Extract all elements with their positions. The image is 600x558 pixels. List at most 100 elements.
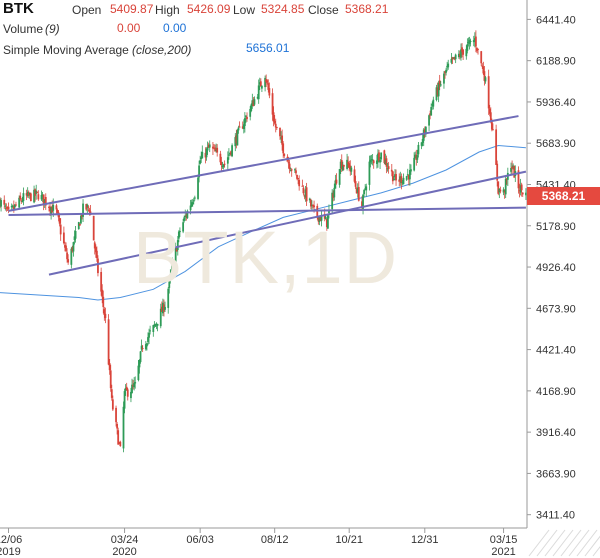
candle-body (73, 236, 76, 241)
candle-body (154, 324, 157, 327)
x-tick-year-label: 2020 (112, 546, 136, 558)
candle-body (193, 197, 196, 199)
candle-body (201, 151, 204, 159)
candle-body (332, 193, 335, 198)
candle-body (266, 80, 269, 83)
candle-body (348, 163, 351, 168)
candle-body (35, 190, 38, 194)
candle-body (198, 165, 200, 178)
candle-body (141, 348, 144, 350)
axis-corner-hatch (592, 546, 600, 557)
candle-body (438, 80, 441, 85)
candle-body (304, 189, 307, 198)
candle-body (399, 176, 402, 181)
sma-label[interactable]: Simple Moving Average (3, 43, 129, 57)
candle-body (482, 66, 485, 74)
candle-body (55, 205, 58, 210)
candle-body (21, 200, 24, 202)
candle-body (340, 160, 343, 170)
candle-body (51, 206, 54, 213)
candle-body (391, 171, 394, 182)
axis-corner-hatch (576, 529, 598, 557)
candle-body (484, 77, 487, 82)
candle-body (520, 184, 523, 191)
candle-body (95, 250, 98, 259)
low-label: Low (233, 3, 256, 17)
sma-param: (close,200) (132, 43, 192, 57)
candle-body (333, 187, 336, 198)
candle-body (170, 270, 173, 276)
candle-body (74, 230, 77, 239)
candle-body (152, 325, 155, 332)
symbol-title[interactable]: BTK (3, 0, 34, 17)
y-tick-label: 4168.90 (536, 386, 576, 398)
candle-body (223, 163, 226, 165)
candle-body (58, 218, 61, 224)
candle-body (308, 198, 311, 201)
candle-body (519, 185, 522, 193)
candle-body (319, 216, 322, 222)
candle-body (490, 120, 493, 130)
sma-line (0, 144, 526, 301)
candle-body (385, 158, 388, 167)
candle-body (148, 332, 150, 338)
candle-body (357, 187, 360, 201)
candle-body (246, 116, 248, 120)
candle-body (25, 193, 28, 196)
candle-body (423, 129, 426, 134)
candle-body (103, 309, 106, 316)
candle-body (395, 174, 397, 181)
y-tick-label: 4926.40 (536, 262, 576, 274)
y-tick-label: 3663.90 (536, 468, 576, 480)
candle-body (207, 144, 210, 148)
candle-body (264, 77, 266, 88)
y-tick-label: 3411.40 (536, 510, 575, 522)
candle-body (85, 203, 88, 210)
candle-body (241, 126, 244, 129)
candle-body (467, 42, 470, 44)
candle-body (469, 40, 472, 42)
candle-body (230, 151, 232, 155)
x-tick-label: 08/12 (261, 534, 289, 546)
x-tick-year-label: 2019 (0, 546, 21, 558)
candle-body (146, 343, 148, 347)
candle-body (164, 306, 166, 310)
candle-body (492, 129, 494, 131)
candle-body (44, 197, 47, 206)
candle-body (82, 203, 84, 217)
candle-body (468, 40, 471, 44)
candle-body (371, 159, 374, 161)
candle-body (400, 176, 403, 184)
candle-body (328, 210, 330, 214)
candle-body (104, 313, 107, 319)
candle-body (331, 192, 334, 210)
candle-body (450, 58, 453, 63)
y-tick-label: 6188.90 (536, 56, 576, 68)
candle-body (192, 200, 195, 202)
candle-body (71, 247, 74, 252)
candle-body (350, 167, 353, 172)
candle-body (428, 115, 430, 126)
candle-body (483, 71, 486, 81)
candle-body (459, 54, 461, 57)
candle-body (227, 154, 230, 156)
candle-body (231, 145, 233, 157)
candle-body (108, 363, 111, 371)
candle-body (325, 218, 328, 228)
candle-body (362, 194, 364, 209)
candle-body (297, 178, 300, 180)
candle-body (212, 146, 214, 149)
candle-body (64, 245, 66, 248)
volume-label[interactable]: Volume (3, 22, 44, 36)
candle-body (204, 152, 207, 158)
axis-corner-hatch (560, 529, 582, 557)
candle-body (305, 187, 308, 202)
x-tick-label: 03/24 (111, 534, 139, 546)
candle-body (94, 247, 97, 253)
candle-body (502, 189, 505, 193)
candle-body (406, 174, 409, 176)
y-tick-label: 3916.40 (536, 427, 576, 439)
candle-body (81, 214, 83, 217)
candle-body (175, 249, 178, 252)
